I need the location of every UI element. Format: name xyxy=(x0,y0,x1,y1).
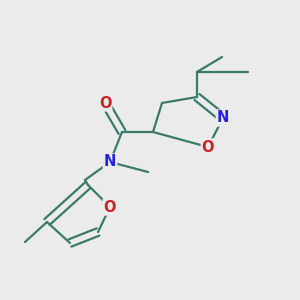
Text: N: N xyxy=(104,154,116,169)
Text: N: N xyxy=(217,110,229,125)
Text: O: O xyxy=(99,95,111,110)
Text: O: O xyxy=(104,200,116,214)
Text: O: O xyxy=(202,140,214,154)
